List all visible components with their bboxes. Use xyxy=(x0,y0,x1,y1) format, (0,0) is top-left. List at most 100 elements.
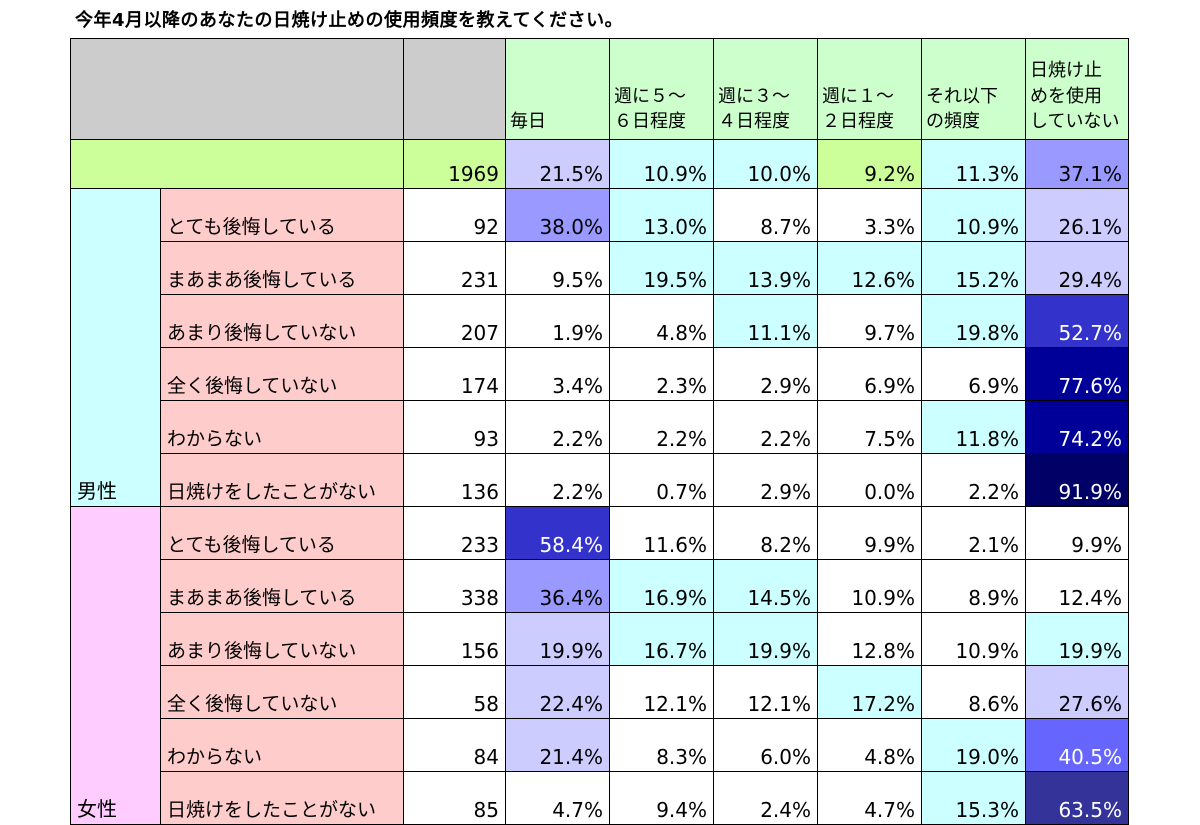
value-cell: 10.9% xyxy=(921,612,1026,666)
value-cell: 77.6% xyxy=(1025,347,1129,401)
row-label: まあまあ後悔している xyxy=(160,559,404,613)
table-body: 毎日 週に５～ ６日程度 週に３～ ４日程度 週に１～ ２日程度 それ以下 の頻度 日焼け… xyxy=(70,38,1129,825)
value-cell: 29.4% xyxy=(1025,241,1129,295)
value-cell: 10.9% xyxy=(921,188,1026,242)
row-label: 全く後悔していない xyxy=(160,347,404,401)
row-label: 日焼けをしたことがない xyxy=(160,453,404,507)
value-cell: 19.5% xyxy=(609,241,714,295)
value-cell: 2.1% xyxy=(921,506,1026,560)
row-count: 136 xyxy=(403,453,506,507)
value-cell: 13.9% xyxy=(713,241,818,295)
row-label: 全く後悔していない xyxy=(160,665,404,719)
value-cell: 4.8% xyxy=(817,718,922,772)
value-cell: 16.9% xyxy=(609,559,714,613)
value-cell: 2.2% xyxy=(505,400,610,454)
value-cell: 6.9% xyxy=(817,347,922,401)
total-value-cell: 11.3% xyxy=(921,139,1026,189)
value-cell: 3.4% xyxy=(505,347,610,401)
row-label: まあまあ後悔している xyxy=(160,241,404,295)
row-label: わからない xyxy=(160,400,404,454)
row-count: 338 xyxy=(403,559,506,613)
value-cell: 19.0% xyxy=(921,718,1026,772)
column-header: 日焼け止 めを使用 していない xyxy=(1025,38,1129,140)
row-label: わからない xyxy=(160,718,404,772)
value-cell: 36.4% xyxy=(505,559,610,613)
table-row: まあまあ後悔している 231 9.5% 19.5% 13.9% 12.6% 15.2% 29.… xyxy=(71,241,1129,295)
value-cell: 12.4% xyxy=(1025,559,1129,613)
row-label: 日焼けをしたことがない xyxy=(160,771,404,825)
column-header: 週に５～ ６日程度 xyxy=(609,38,714,140)
row-label: あまり後悔していない xyxy=(160,294,404,348)
value-cell: 11.6% xyxy=(609,506,714,560)
group-label: 女性 xyxy=(70,506,161,825)
value-cell: 15.2% xyxy=(921,241,1026,295)
value-cell: 2.2% xyxy=(713,400,818,454)
row-count: 156 xyxy=(403,612,506,666)
table-row: まあまあ後悔している 338 36.4% 16.9% 14.5% 10.9% 8.9% 12.… xyxy=(71,559,1129,613)
value-cell: 38.0% xyxy=(505,188,610,242)
value-cell: 2.2% xyxy=(921,453,1026,507)
value-cell: 9.9% xyxy=(1025,506,1129,560)
value-cell: 12.1% xyxy=(713,665,818,719)
column-header: それ以下 の頻度 xyxy=(921,38,1026,140)
total-row: 1969 21.5% 10.9% 10.0% 9.2% 11.3% 37.1% xyxy=(70,139,1129,189)
frequency-table: 毎日 週に５～ ６日程度 週に３～ ４日程度 週に１～ ２日程度 それ以下 の頻度 日焼け… xyxy=(70,38,1129,825)
value-cell: 11.8% xyxy=(921,400,1026,454)
table-row: 日焼けをしたことがない 85 4.7% 9.4% 2.4% 4.7% 15.3% 63.5% xyxy=(71,771,1129,825)
value-cell: 19.8% xyxy=(921,294,1026,348)
row-count: 92 xyxy=(403,188,506,242)
value-cell: 8.9% xyxy=(921,559,1026,613)
value-cell: 1.9% xyxy=(505,294,610,348)
total-value-cell: 21.5% xyxy=(505,139,610,189)
value-cell: 2.9% xyxy=(713,453,818,507)
value-cell: 2.3% xyxy=(609,347,714,401)
value-cell: 16.7% xyxy=(609,612,714,666)
chart-title: 今年4月以降のあなたの日焼け止めの使用頻度を教えてください。 xyxy=(75,10,624,31)
table-row: 全く後悔していない 174 3.4% 2.3% 2.9% 6.9% 6.9% 77.6% xyxy=(71,347,1129,401)
value-cell: 4.7% xyxy=(505,771,610,825)
row-count: 85 xyxy=(403,771,506,825)
table-row: 全く後悔していない 58 22.4% 12.1% 12.1% 17.2% 8.6% 27.6% xyxy=(71,665,1129,719)
table-row: わからない 93 2.2% 2.2% 2.2% 7.5% 11.8% 74.2% xyxy=(71,400,1129,454)
total-count: 1969 xyxy=(403,139,506,189)
value-cell: 12.8% xyxy=(817,612,922,666)
value-cell: 22.4% xyxy=(505,665,610,719)
table-row: 男性 とても後悔している 92 38.0% 13.0% 8.7% 3.3% 10.9% 26.1… xyxy=(70,188,1129,507)
value-cell: 74.2% xyxy=(1025,400,1129,454)
value-cell: 13.0% xyxy=(609,188,714,242)
value-cell: 19.9% xyxy=(505,612,610,666)
value-cell: 12.6% xyxy=(817,241,922,295)
value-cell: 9.5% xyxy=(505,241,610,295)
value-cell: 21.4% xyxy=(505,718,610,772)
total-value-cell: 9.2% xyxy=(817,139,922,189)
value-cell: 6.0% xyxy=(713,718,818,772)
row-count: 207 xyxy=(403,294,506,348)
table-row: あまり後悔していない 156 19.9% 16.7% 19.9% 12.8% 10.9% 19… xyxy=(71,612,1129,666)
value-cell: 8.7% xyxy=(713,188,818,242)
value-cell: 6.9% xyxy=(921,347,1026,401)
total-label-cell xyxy=(70,139,404,189)
header-blank-cell xyxy=(70,38,404,140)
total-value-cell: 10.0% xyxy=(713,139,818,189)
value-cell: 8.6% xyxy=(921,665,1026,719)
value-cell: 4.8% xyxy=(609,294,714,348)
value-cell: 9.4% xyxy=(609,771,714,825)
total-value-cell: 37.1% xyxy=(1025,139,1129,189)
value-cell: 40.5% xyxy=(1025,718,1129,772)
value-cell: 17.2% xyxy=(817,665,922,719)
row-count: 93 xyxy=(403,400,506,454)
value-cell: 2.2% xyxy=(505,453,610,507)
value-cell: 27.6% xyxy=(1025,665,1129,719)
table-row: あまり後悔していない 207 1.9% 4.8% 11.1% 9.7% 19.8% 52.7% xyxy=(71,294,1129,348)
value-cell: 58.4% xyxy=(505,506,610,560)
value-cell: 12.1% xyxy=(609,665,714,719)
header-count-cell xyxy=(403,38,506,140)
value-cell: 8.3% xyxy=(609,718,714,772)
column-header: 毎日 xyxy=(505,38,610,140)
group-label: 男性 xyxy=(70,188,161,507)
row-count: 174 xyxy=(403,347,506,401)
value-cell: 4.7% xyxy=(817,771,922,825)
value-cell: 3.3% xyxy=(817,188,922,242)
table-row: 日焼けをしたことがない 136 2.2% 0.7% 2.9% 0.0% 2.2% 91.9% xyxy=(71,453,1129,507)
value-cell: 9.7% xyxy=(817,294,922,348)
